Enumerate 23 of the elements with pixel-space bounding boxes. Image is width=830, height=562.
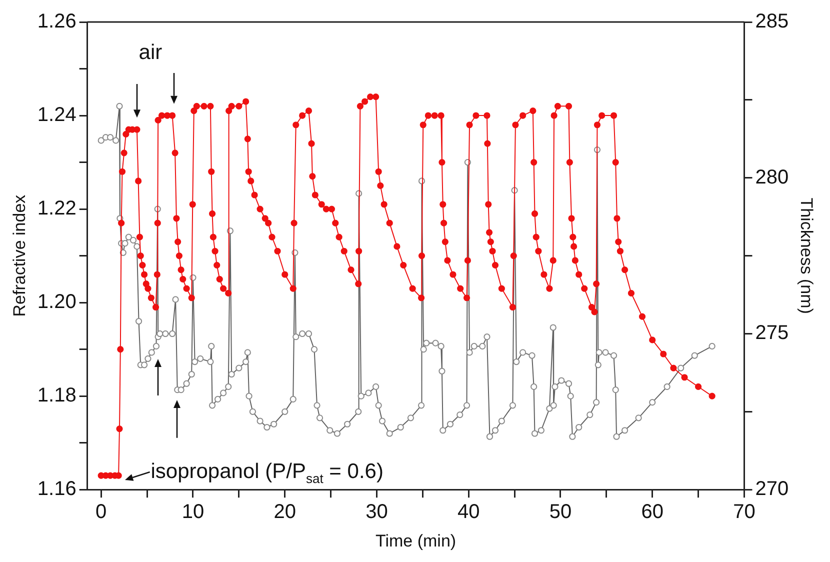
annotation: air <box>138 41 162 64</box>
x-tick-label: 0 <box>96 501 107 524</box>
y2-tick-label: 270 <box>755 478 789 500</box>
y-axis-title: Refractive index <box>10 194 29 317</box>
y-tick-label: 1.16 <box>37 478 76 500</box>
x-tick-label: 70 <box>733 501 756 524</box>
x-tick-label: 20 <box>274 501 296 524</box>
x-tick-label: 50 <box>549 501 572 524</box>
y-tick-label: 1.26 <box>37 10 76 33</box>
x-tick-label: 10 <box>182 501 204 524</box>
x-tick-label: 30 <box>366 501 388 524</box>
y2-tick-label: 280 <box>755 166 789 188</box>
y2-axis-title: Thickness (nm) <box>797 198 816 314</box>
annotation: isopropanol (P/P$_{sat}$ = 0.6) <box>150 460 384 486</box>
y2-tick-label: 275 <box>755 322 789 344</box>
y-tick-label: 1.24 <box>37 104 76 126</box>
y-tick-label: 1.18 <box>37 384 76 407</box>
y-tick-label: 1.20 <box>37 291 76 314</box>
y-tick-label: 1.22 <box>37 198 76 220</box>
x-tick-label: 60 <box>641 501 664 524</box>
x-tick-label: 40 <box>457 501 480 524</box>
x-axis-title: Time (min) <box>375 531 456 550</box>
y2-tick-label: 285 <box>755 10 789 33</box>
